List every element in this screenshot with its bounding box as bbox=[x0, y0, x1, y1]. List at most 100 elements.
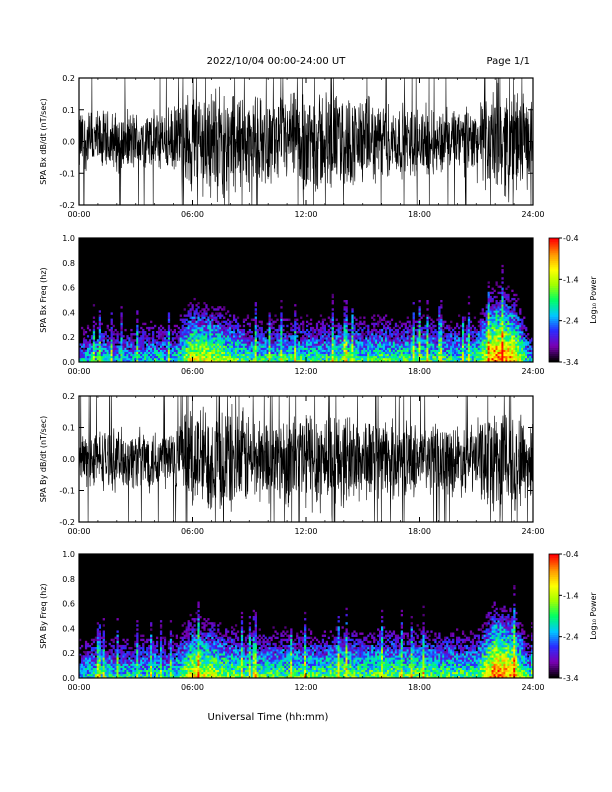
spectrogram-cell bbox=[262, 355, 265, 359]
spectrogram-cell bbox=[128, 357, 131, 361]
spectrogram-cell bbox=[260, 343, 263, 346]
spectrogram-cell bbox=[505, 318, 508, 321]
spectrogram-cell bbox=[108, 345, 111, 348]
spectrogram-cell bbox=[262, 337, 265, 340]
spectrogram-cell bbox=[481, 333, 484, 336]
spectrogram-cell bbox=[321, 347, 325, 350]
spectrogram-cell bbox=[100, 359, 103, 363]
spectrogram-cell bbox=[382, 351, 386, 355]
spectrogram-cell bbox=[246, 355, 250, 359]
spectrogram-cell bbox=[140, 345, 143, 348]
spectrogram-cell bbox=[491, 337, 494, 340]
spectrogram-cell bbox=[491, 335, 494, 338]
spectrogram-cell bbox=[517, 324, 520, 328]
spectrogram-cell bbox=[225, 341, 228, 344]
spectrogram-cell bbox=[459, 341, 463, 344]
spectrogram-cell bbox=[485, 326, 488, 330]
spectrogram-cell bbox=[296, 326, 299, 330]
spectrogram-cell bbox=[100, 671, 103, 675]
spectrogram-cell bbox=[337, 339, 340, 342]
spectrogram-cell bbox=[339, 349, 342, 352]
spectrogram-cell bbox=[86, 665, 90, 668]
spectrogram-cell bbox=[487, 345, 490, 348]
spectrogram-cell bbox=[501, 302, 504, 305]
spectrogram-cell bbox=[513, 293, 516, 297]
spectrogram-cell bbox=[450, 359, 453, 363]
spectrogram-cell bbox=[491, 324, 494, 328]
spectrogram-cell bbox=[481, 351, 484, 355]
spectrogram-cell bbox=[130, 333, 133, 336]
spectrogram-cell bbox=[213, 359, 216, 363]
spectrogram-cell bbox=[485, 322, 488, 326]
spectrogram-cell bbox=[114, 665, 117, 668]
spectrogram-cell bbox=[274, 337, 277, 340]
spectrogram-cell bbox=[254, 316, 257, 319]
spectrogram-cell bbox=[169, 351, 173, 355]
spectrogram-cell bbox=[404, 343, 407, 346]
spectrogram-cell bbox=[489, 355, 492, 359]
spectrogram-cell bbox=[116, 661, 119, 664]
spectrogram-cell bbox=[384, 353, 388, 357]
spectrogram-cell bbox=[424, 337, 427, 340]
spectrogram-cell bbox=[211, 322, 214, 326]
spectrogram-cell bbox=[270, 326, 273, 330]
spectrogram-cell bbox=[400, 353, 404, 357]
spectrogram-cell bbox=[124, 669, 127, 673]
spectrogram-cell bbox=[116, 671, 119, 675]
spectrogram-cell bbox=[122, 665, 125, 668]
spectrogram-cell bbox=[100, 673, 103, 677]
spectrogram-cell bbox=[94, 651, 98, 654]
spectrogram-cell bbox=[100, 657, 103, 660]
spectrogram-cell bbox=[475, 347, 479, 350]
spectrogram-cell bbox=[142, 337, 145, 340]
spectrogram-cell bbox=[363, 353, 366, 357]
spectrogram-cell bbox=[414, 355, 417, 359]
spectrogram-cell bbox=[209, 353, 212, 357]
spectrogram-cell bbox=[392, 341, 396, 344]
spectrogram-cell bbox=[343, 300, 346, 303]
spectrogram-cell bbox=[432, 320, 435, 324]
spectrogram-cell bbox=[382, 353, 386, 357]
spectrogram-cell bbox=[79, 638, 82, 642]
spectrogram-cell bbox=[450, 320, 453, 324]
spectrogram-cell bbox=[116, 341, 119, 344]
spectrogram-cell bbox=[331, 326, 334, 330]
spectrogram-cell bbox=[209, 359, 212, 363]
spectrogram-cell bbox=[373, 345, 376, 348]
spectrogram-cell bbox=[229, 343, 232, 346]
spectrogram-cell bbox=[146, 355, 149, 359]
spectrogram-cell bbox=[157, 341, 161, 344]
spectrogram-cell bbox=[467, 324, 471, 328]
colorbar-swatch bbox=[549, 357, 559, 361]
spectrogram-cell bbox=[246, 314, 250, 317]
spectrogram-cell bbox=[404, 322, 407, 326]
spectrogram-cell bbox=[329, 341, 332, 344]
spectrogram-cell bbox=[473, 343, 477, 346]
spectrogram-cell bbox=[288, 353, 291, 357]
spectrogram-cell bbox=[98, 640, 102, 644]
spectrogram-cell bbox=[327, 337, 330, 340]
spectrogram-cell bbox=[440, 306, 443, 309]
spectrogram-cell bbox=[217, 351, 220, 355]
spectrogram-cell bbox=[161, 326, 165, 330]
spectrogram-cell bbox=[377, 359, 380, 363]
spectrogram-cell bbox=[108, 357, 111, 361]
spectrogram-cell bbox=[440, 343, 443, 346]
spectrogram-cell bbox=[183, 357, 186, 361]
spectrogram-cell bbox=[424, 347, 427, 350]
spectrogram-cell bbox=[307, 341, 311, 344]
spectrogram-cell bbox=[404, 355, 407, 359]
spectrogram-cell bbox=[459, 347, 463, 350]
spectrogram-cell bbox=[118, 353, 121, 357]
spectrogram-cell bbox=[432, 343, 435, 346]
spectrogram-cell bbox=[203, 320, 206, 324]
spectrogram-cell bbox=[351, 335, 354, 338]
spectrogram-cell bbox=[357, 337, 360, 340]
spectrogram-cell bbox=[100, 644, 103, 648]
spectrogram-cell bbox=[278, 343, 281, 346]
spectrogram-cell bbox=[319, 345, 323, 348]
spectrogram-cell bbox=[469, 343, 473, 346]
spectrogram-cell bbox=[280, 345, 283, 348]
spectrogram-cell bbox=[294, 328, 297, 332]
spectrogram-cell bbox=[353, 339, 356, 342]
